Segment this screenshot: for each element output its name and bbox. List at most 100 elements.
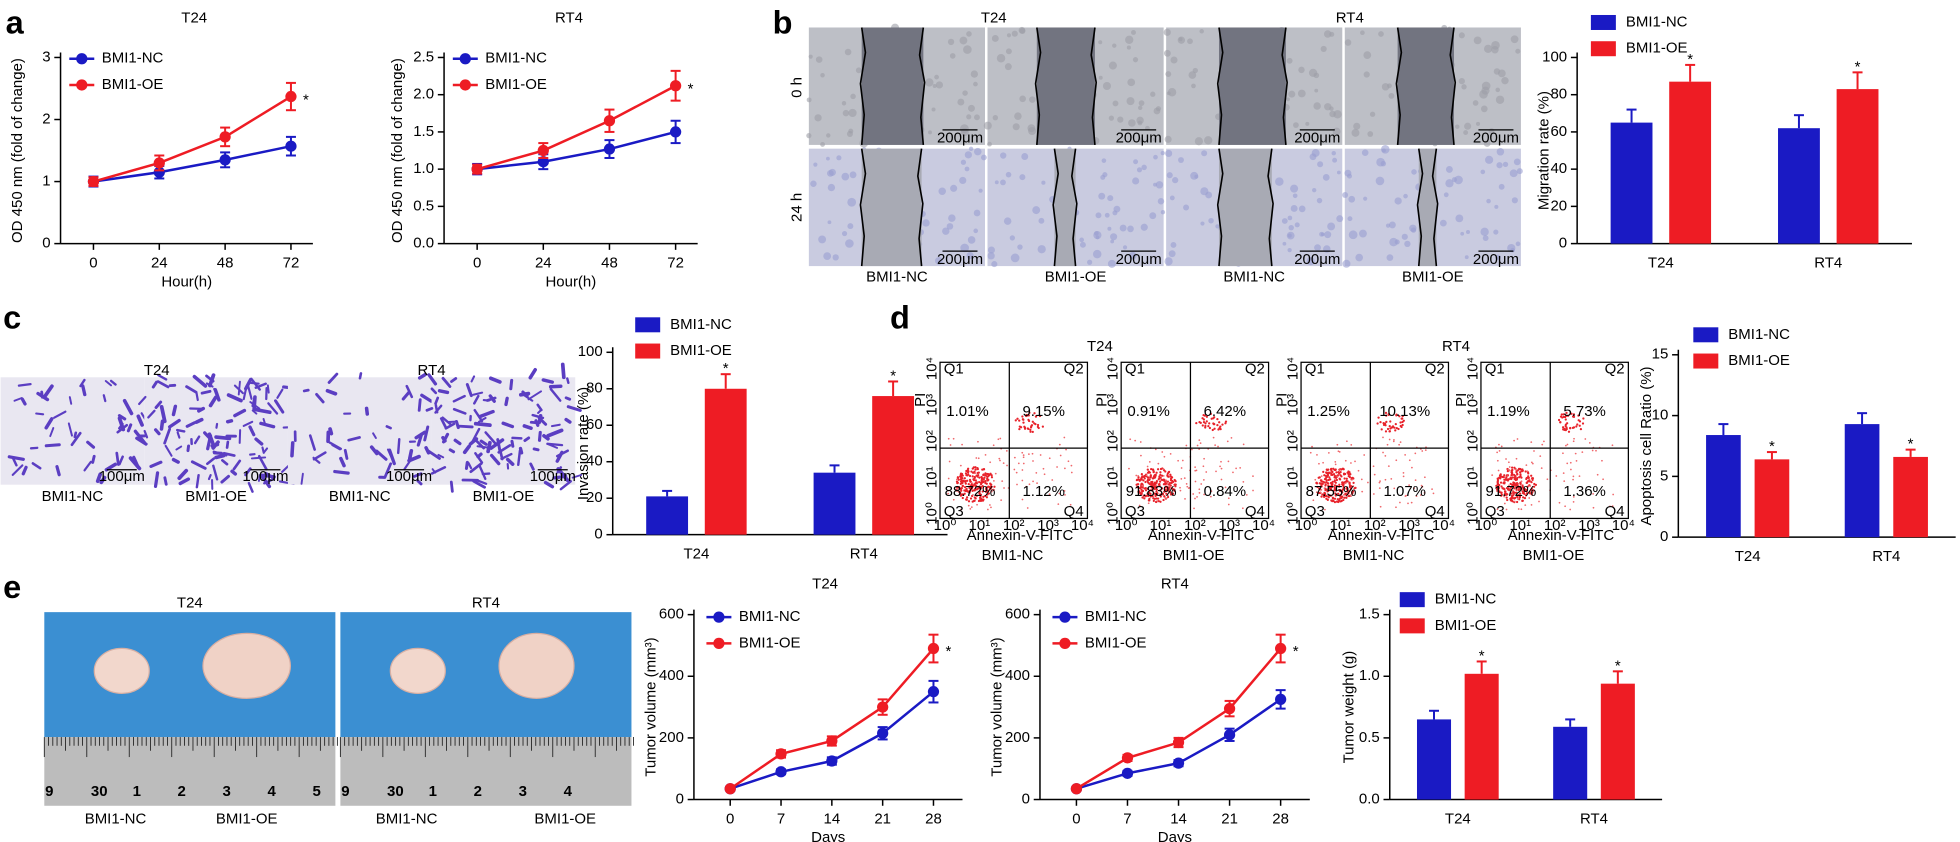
event-dot (1345, 486, 1349, 489)
cell-texture (1281, 218, 1288, 224)
error-bar (1852, 71, 1863, 90)
event-dot (1515, 486, 1518, 489)
y-tick-label: 0.0 (1359, 790, 1380, 807)
x-tick-label: 0 (473, 255, 481, 272)
x-tick-label: RT4 (1580, 810, 1608, 827)
cell-texture (478, 409, 495, 419)
event-dot (969, 485, 971, 488)
cell-texture (249, 381, 260, 385)
y-tick-label: 0.5 (413, 197, 434, 214)
event-dot (1013, 456, 1016, 459)
annotation: * (1293, 643, 1299, 660)
event-dot (1021, 415, 1024, 418)
cell-texture (1458, 32, 1465, 39)
event-dot (1523, 497, 1527, 500)
cell-texture (841, 101, 847, 106)
cell-texture (192, 374, 208, 388)
cell-texture (109, 379, 117, 386)
event-dot (1041, 425, 1044, 428)
cell-texture (855, 67, 862, 74)
cell-texture (517, 449, 522, 466)
y-tick-label: 400 (659, 667, 684, 684)
cell-texture (1166, 172, 1173, 179)
event-dot (1239, 467, 1242, 469)
event-dot (1564, 423, 1568, 426)
cell-texture (1320, 45, 1327, 52)
event-dot (1025, 485, 1028, 488)
event-dot (1309, 451, 1312, 454)
event-dot (1048, 493, 1051, 496)
cell-texture (1199, 29, 1204, 34)
flow-x-label: Annexin-V-FITC (1328, 527, 1435, 544)
cell-texture (1095, 235, 1100, 240)
event-dot (1327, 482, 1330, 485)
y-tick-label: 400 (1005, 667, 1030, 684)
event-dot (1230, 436, 1233, 439)
flow-tick: 10³ (1105, 394, 1122, 416)
event-dot (984, 479, 987, 483)
event-dot (1022, 421, 1025, 424)
event-dot (961, 443, 963, 446)
event-dot (1509, 488, 1512, 491)
cell-texture (1163, 28, 1171, 36)
cell-texture (190, 460, 207, 470)
cell-texture (815, 56, 823, 63)
cell-texture (176, 428, 186, 433)
y-tick-label: 0 (42, 235, 50, 252)
cell-texture (1200, 187, 1209, 196)
event-dot (1320, 495, 1323, 498)
flow-x-label: Annexin-V-FITC (1508, 527, 1615, 544)
bar (1416, 719, 1452, 800)
cell-texture (1347, 216, 1353, 222)
event-dot (968, 474, 972, 478)
event-dot (1179, 489, 1182, 492)
event-dot (1577, 414, 1580, 417)
data-point (877, 727, 889, 739)
event-dot (955, 486, 959, 489)
event-dot (1360, 478, 1363, 481)
data-point (1172, 736, 1185, 749)
event-dot (1036, 423, 1040, 427)
event-dot (1203, 493, 1205, 496)
event-dot (974, 497, 977, 500)
cell-texture (1168, 250, 1176, 258)
quadrant-id: Q4 (1064, 503, 1084, 520)
tumor (389, 647, 446, 694)
cell-texture (1496, 162, 1503, 169)
cell-texture (1495, 87, 1501, 93)
event-dot (1517, 482, 1520, 485)
cell-texture (504, 396, 509, 407)
flow-tick: 10⁴ (1071, 517, 1094, 534)
event-dot (966, 471, 970, 474)
cell-texture (369, 445, 379, 456)
event-dot (1349, 489, 1351, 492)
event-dot (1407, 502, 1409, 505)
cell-texture (1369, 111, 1376, 117)
event-dot (1513, 439, 1515, 442)
cell-texture (420, 393, 433, 403)
event-dot (1180, 467, 1183, 469)
event-dot (1561, 426, 1565, 429)
event-dot (1328, 476, 1331, 479)
cell-texture (518, 391, 531, 397)
cell-texture (1305, 121, 1310, 126)
cell-texture (195, 473, 200, 489)
cell-texture (44, 417, 54, 430)
scale-bar: 200μm (937, 130, 983, 147)
cell-texture (932, 84, 937, 88)
event-dot (1519, 485, 1522, 488)
cell-texture (500, 452, 513, 460)
cell-texture (1190, 171, 1199, 180)
event-dot (1390, 477, 1393, 480)
event-dot (1338, 485, 1341, 488)
event-dot (1363, 454, 1366, 456)
event-dot (1539, 455, 1542, 457)
event-dot (1342, 498, 1345, 502)
event-dot (1324, 508, 1326, 511)
cell-texture (541, 378, 554, 384)
event-dot (1524, 489, 1527, 492)
cell-texture (827, 183, 836, 192)
quadrant-percent: 91.72% (1486, 483, 1537, 500)
event-dot (1165, 492, 1168, 495)
event-dot (1155, 490, 1158, 493)
